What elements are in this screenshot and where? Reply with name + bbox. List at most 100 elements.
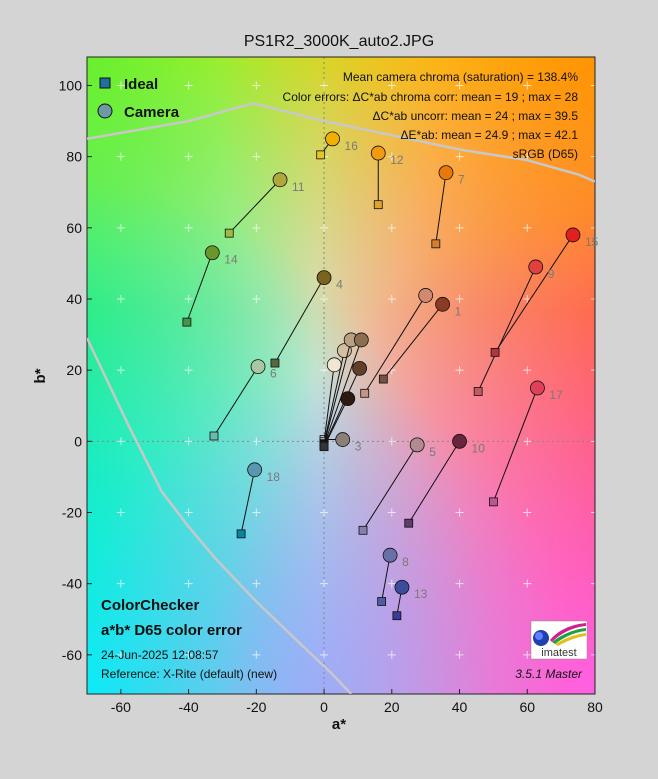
grid-cross bbox=[387, 650, 396, 659]
grid-cross bbox=[184, 579, 193, 588]
ideal-marker-13 bbox=[392, 611, 402, 621]
grid-cross bbox=[320, 294, 329, 303]
error-line-8 bbox=[381, 555, 391, 602]
error-line-2 bbox=[364, 295, 427, 394]
gamut-boundary-left bbox=[87, 337, 353, 694]
ideal-marker-14 bbox=[182, 317, 192, 327]
grid-cross bbox=[523, 579, 532, 588]
camera-marker-5 bbox=[409, 437, 425, 453]
gamut-boundary-top bbox=[87, 102, 595, 183]
grid-cross bbox=[591, 508, 595, 517]
patch-label-12: 12 bbox=[390, 153, 404, 167]
patch-label-16: 16 bbox=[345, 139, 359, 153]
imatest-logo: imatest bbox=[530, 620, 588, 660]
error-line-14 bbox=[186, 252, 213, 323]
legend-ideal-label: Ideal bbox=[124, 76, 158, 93]
info-line-4: ΔE*ab: mean = 24.9 ; max = 42.1 bbox=[401, 128, 579, 142]
grid-cross bbox=[252, 579, 261, 588]
x-tick-label: -60 bbox=[111, 699, 131, 715]
grid-cross bbox=[320, 81, 329, 90]
camera-marker-23 bbox=[352, 360, 368, 376]
error-line-1 bbox=[382, 304, 443, 380]
camera-marker-17 bbox=[530, 380, 545, 396]
grid-cross bbox=[252, 152, 261, 161]
x-tick-label: -40 bbox=[178, 699, 198, 715]
patch-label-6: 6 bbox=[270, 367, 277, 381]
camera-marker-14 bbox=[204, 245, 220, 261]
grid-cross bbox=[523, 223, 532, 232]
grid-cross bbox=[455, 223, 464, 232]
grid-cross bbox=[184, 294, 193, 303]
patch-label-1: 1 bbox=[455, 304, 462, 318]
info-line-5: sRGB (D65) bbox=[513, 147, 578, 161]
ideal-marker-18 bbox=[236, 529, 246, 539]
error-line-15 bbox=[494, 234, 574, 353]
grid-cross bbox=[387, 366, 396, 375]
grid-cross bbox=[320, 366, 329, 375]
grid-cross bbox=[116, 223, 125, 232]
gamut-boundary bbox=[87, 102, 595, 694]
patch-label-5: 5 bbox=[429, 445, 436, 459]
info-line-1: Mean camera chroma (saturation) = 138.4% bbox=[343, 70, 578, 84]
camera-marker-7 bbox=[438, 165, 454, 181]
y-tick-label: 20 bbox=[66, 362, 82, 378]
ideal-marker-7 bbox=[431, 239, 441, 249]
grid-cross bbox=[116, 508, 125, 517]
legend-ideal-marker bbox=[99, 77, 111, 89]
patch-label-10: 10 bbox=[472, 441, 486, 455]
grid-cross bbox=[184, 152, 193, 161]
x-tick-label: -20 bbox=[246, 699, 266, 715]
grid-cross bbox=[116, 437, 125, 446]
grid-cross bbox=[455, 294, 464, 303]
patch-label-8: 8 bbox=[402, 555, 409, 569]
grid-cross bbox=[591, 579, 595, 588]
axes: -60 -40 -20 0 20 40 60 80 -60 -40 -20 0 20 40 60 80 100 bbox=[59, 56, 603, 715]
grid-cross bbox=[252, 223, 261, 232]
grid-cross bbox=[523, 366, 532, 375]
imatest-logo-text: imatest bbox=[541, 647, 576, 659]
camera-marker-4 bbox=[316, 270, 332, 286]
error-line-10 bbox=[408, 441, 460, 524]
caption-subtitle: a*b* D65 color error bbox=[101, 622, 242, 639]
ideal-marker-16 bbox=[316, 150, 326, 160]
grid-cross bbox=[252, 81, 261, 90]
grid-cross bbox=[455, 579, 464, 588]
caption: ColorChecker a*b* D65 color error 24-Jun… bbox=[101, 597, 277, 681]
error-line-6 bbox=[213, 366, 259, 437]
patch-label-13: 13 bbox=[414, 587, 428, 601]
grid-cross bbox=[591, 81, 595, 90]
grid-cross bbox=[387, 294, 396, 303]
error-line-4 bbox=[274, 277, 325, 364]
camera-marker-9 bbox=[528, 259, 544, 275]
caption-reference: Reference: X-Rite (default) (new) bbox=[101, 667, 277, 681]
version-label: 3.5.1 Master bbox=[515, 667, 583, 681]
grid-cross bbox=[320, 508, 329, 517]
grid-cross bbox=[387, 508, 396, 517]
x-tick-label: 80 bbox=[587, 699, 603, 715]
patch-label-15: 15 bbox=[585, 235, 599, 249]
grid-cross bbox=[455, 81, 464, 90]
grid-cross bbox=[455, 650, 464, 659]
y-axis-label: b* bbox=[32, 368, 49, 383]
ideal-marker-9 bbox=[473, 387, 483, 396]
camera-marker-18 bbox=[247, 462, 263, 478]
patch-label-7: 7 bbox=[458, 173, 465, 187]
grid-cross bbox=[116, 152, 125, 161]
grid-cross bbox=[591, 223, 595, 232]
grid-cross bbox=[591, 437, 595, 446]
error-line-9 bbox=[477, 266, 537, 392]
patch-label-18: 18 bbox=[267, 470, 281, 484]
grid-cross bbox=[591, 294, 595, 303]
legend: Ideal Camera bbox=[97, 76, 180, 121]
grid-cross bbox=[184, 650, 193, 659]
error-line-20 bbox=[323, 350, 345, 444]
ideal-marker-24 bbox=[319, 442, 329, 452]
error-line-23 bbox=[323, 368, 361, 446]
grid-cross bbox=[523, 650, 532, 659]
caption-colorchecker: ColorChecker bbox=[101, 597, 200, 614]
patch-label-14: 14 bbox=[224, 253, 238, 267]
ideal-marker-12 bbox=[373, 200, 383, 210]
camera-marker-10 bbox=[452, 433, 467, 449]
error-line-18 bbox=[240, 469, 256, 534]
grid-cross bbox=[116, 294, 125, 303]
